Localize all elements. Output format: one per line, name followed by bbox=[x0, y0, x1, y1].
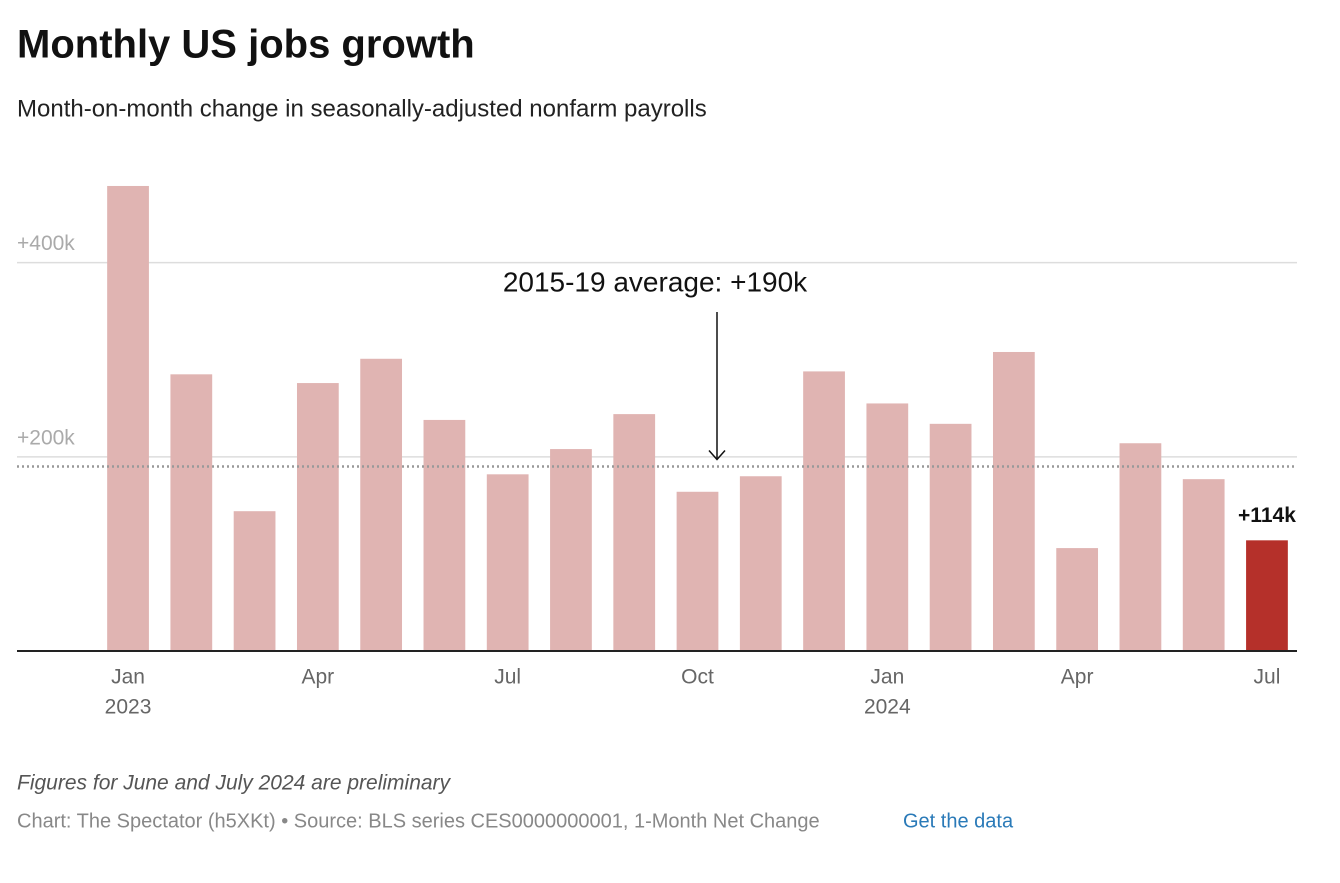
bar bbox=[1182, 479, 1225, 651]
chart-title: Monthly US jobs growth bbox=[17, 23, 475, 67]
x-tick-label: Oct bbox=[681, 666, 714, 689]
x-tick-label: Apr bbox=[1061, 666, 1094, 689]
y-tick-label: +400k bbox=[17, 232, 75, 255]
bar bbox=[486, 474, 529, 651]
bar bbox=[992, 351, 1035, 651]
x-tick-label: Jan bbox=[870, 666, 904, 689]
bar bbox=[739, 476, 782, 651]
bar bbox=[1246, 540, 1288, 651]
annotation: 2015-19 average: +190k bbox=[503, 266, 808, 297]
bar bbox=[866, 403, 909, 651]
bar bbox=[550, 449, 592, 651]
bar bbox=[170, 374, 213, 651]
chart-subtitle: Month-on-month change in seasonally-adju… bbox=[17, 95, 707, 122]
bar bbox=[423, 419, 466, 651]
x-tick-label: Jul bbox=[494, 666, 521, 689]
x-year-label: 2023 bbox=[105, 696, 152, 719]
bar bbox=[233, 511, 276, 651]
x-year-label: 2024 bbox=[864, 696, 911, 719]
bar bbox=[360, 358, 403, 651]
bar bbox=[929, 423, 972, 651]
data-link[interactable]: Get the data bbox=[903, 810, 1014, 832]
bar bbox=[1056, 548, 1099, 651]
bar bbox=[296, 383, 339, 651]
x-tick-label: Apr bbox=[302, 666, 335, 689]
x-tick-label: Jan bbox=[111, 666, 145, 689]
source: Chart: The Spectator (h5XKt) • Source: B… bbox=[17, 810, 820, 832]
value-label: +114k bbox=[1238, 504, 1296, 527]
bar bbox=[613, 414, 656, 651]
y-tick-label: +200k bbox=[17, 426, 75, 449]
bar bbox=[107, 185, 149, 652]
x-tick-label: Jul bbox=[1254, 666, 1281, 689]
annotation-arrowhead bbox=[708, 450, 726, 461]
bar bbox=[803, 371, 845, 651]
note: Figures for June and July 2024 are preli… bbox=[17, 772, 452, 795]
bar bbox=[676, 491, 719, 651]
bar bbox=[1119, 443, 1162, 651]
